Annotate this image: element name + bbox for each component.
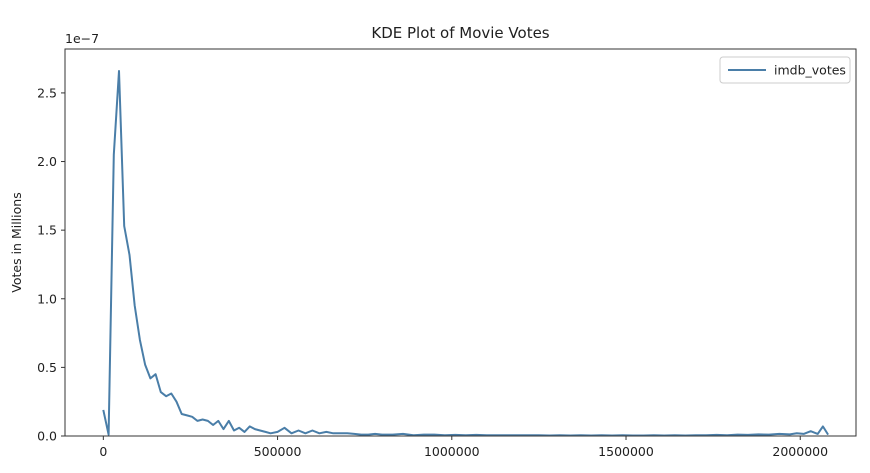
legend: imdb_votes	[720, 57, 850, 83]
y-tick-label: 0.0	[37, 429, 57, 444]
series-line-imdb_votes	[103, 71, 828, 436]
chart-title: KDE Plot of Movie Votes	[371, 24, 549, 42]
y-tick-label: 2.0	[37, 154, 57, 169]
plot-frame	[65, 49, 856, 436]
y-tick-label: 0.5	[37, 360, 57, 375]
x-tick-label: 0	[99, 444, 107, 459]
x-tick-label: 1000000	[424, 444, 480, 459]
legend-label: imdb_votes	[774, 63, 846, 78]
x-axis: 0 500000 1000000 1500000 2000000	[99, 436, 828, 459]
y-axis-offset-label: 1e−7	[65, 31, 99, 46]
y-tick-label: 1.0	[37, 291, 57, 306]
x-tick-label: 2000000	[772, 444, 828, 459]
y-tick-label: 1.5	[37, 223, 57, 238]
x-tick-label: 1500000	[598, 444, 654, 459]
series-layer	[103, 71, 828, 436]
y-axis-label: Votes in Millions	[9, 192, 24, 292]
x-tick-label: 500000	[254, 444, 302, 459]
y-tick-label: 2.5	[37, 85, 57, 100]
y-axis: 0.0 0.5 1.0 1.5 2.0 2.5	[37, 85, 65, 443]
